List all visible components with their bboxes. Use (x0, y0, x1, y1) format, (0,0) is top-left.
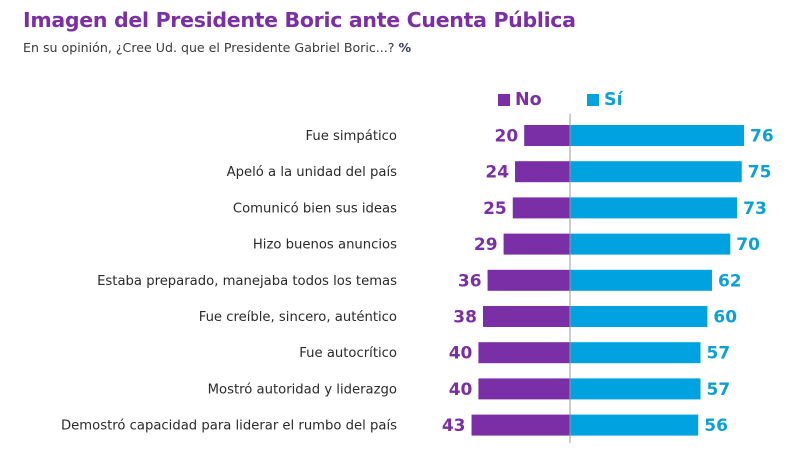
legend-item-no: No (498, 88, 542, 112)
category-label: Demostró capacidad para liderar el rumbo… (61, 418, 397, 434)
data-label-si: 70 (736, 235, 760, 255)
bar-no (515, 161, 570, 183)
category-label: Estaba preparado, manejaba todos los tem… (97, 274, 397, 289)
data-label-no: 40 (449, 344, 473, 364)
chart-subtitle: En su opinión, ¿Cree Ud. que el Presiden… (23, 40, 411, 55)
data-label-no: 29 (474, 235, 498, 255)
data-label-si: 76 (750, 127, 774, 147)
data-label-si: 56 (704, 416, 728, 436)
bar-si (570, 269, 712, 291)
bar-no (478, 342, 570, 364)
data-label-si: 62 (718, 271, 742, 291)
legend-swatch-no (498, 94, 510, 106)
bar-no (503, 233, 570, 255)
bar-no (512, 197, 570, 219)
data-label-si: 73 (743, 199, 767, 219)
bar-si (570, 161, 742, 183)
category-label: Hizo buenos anuncios (253, 238, 397, 253)
bar-no (471, 414, 570, 436)
legend-label-si: Sí (604, 90, 623, 110)
bar-si (570, 378, 701, 400)
category-label: Fue autocrítico (299, 345, 397, 361)
bar-si (570, 342, 701, 364)
category-label: Fue simpático (305, 128, 397, 144)
bar-no (487, 269, 570, 291)
bar-no (482, 306, 570, 327)
unit-label: % (398, 40, 412, 55)
data-label-si: 75 (748, 163, 772, 183)
category-label: Mostró autoridad y liderazgo (208, 381, 397, 397)
data-label-no: 43 (442, 416, 466, 436)
bar-si (570, 125, 745, 146)
bar-si (570, 197, 738, 219)
data-label-si: 60 (713, 308, 737, 328)
data-label-no: 20 (495, 127, 519, 147)
category-label: Fue creíble, sincero, auténtico (199, 309, 397, 325)
data-label-no: 38 (453, 308, 477, 328)
category-label: Comunicó bien sus ideas (233, 200, 397, 216)
bar-si (570, 306, 708, 327)
data-label-no: 40 (449, 380, 473, 400)
data-label-si: 57 (707, 380, 731, 400)
bar-si (570, 414, 699, 436)
bar-no (478, 378, 570, 400)
legend-swatch-si (587, 94, 599, 106)
bar-si (570, 233, 731, 255)
bar-no (524, 125, 570, 146)
legend-item-si: Sí (587, 88, 623, 112)
data-label-no: 36 (458, 271, 482, 291)
data-label-si: 57 (707, 344, 731, 364)
data-label-no: 24 (485, 163, 509, 183)
legend-label-no: No (515, 90, 542, 110)
data-label-no: 25 (483, 199, 507, 219)
category-label: Apeló a la unidad del país (227, 164, 397, 180)
chart-title: Imagen del Presidente Boric ante Cuenta … (23, 8, 576, 32)
subtitle-text: En su opinión, ¿Cree Ud. que el Presiden… (23, 40, 395, 55)
